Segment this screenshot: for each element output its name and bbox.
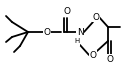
Text: N: N: [77, 28, 83, 36]
Text: O: O: [92, 13, 99, 22]
Text: O: O: [64, 7, 70, 15]
Text: O: O: [107, 54, 114, 63]
Text: O: O: [64, 7, 70, 15]
Text: H: H: [74, 36, 80, 46]
Text: O: O: [44, 28, 51, 36]
Text: O: O: [107, 54, 114, 63]
Text: O: O: [90, 50, 97, 59]
Text: H: H: [74, 38, 80, 44]
Text: O: O: [44, 28, 51, 36]
Text: N: N: [77, 28, 83, 36]
Text: O: O: [92, 13, 99, 22]
Text: O: O: [90, 50, 97, 59]
